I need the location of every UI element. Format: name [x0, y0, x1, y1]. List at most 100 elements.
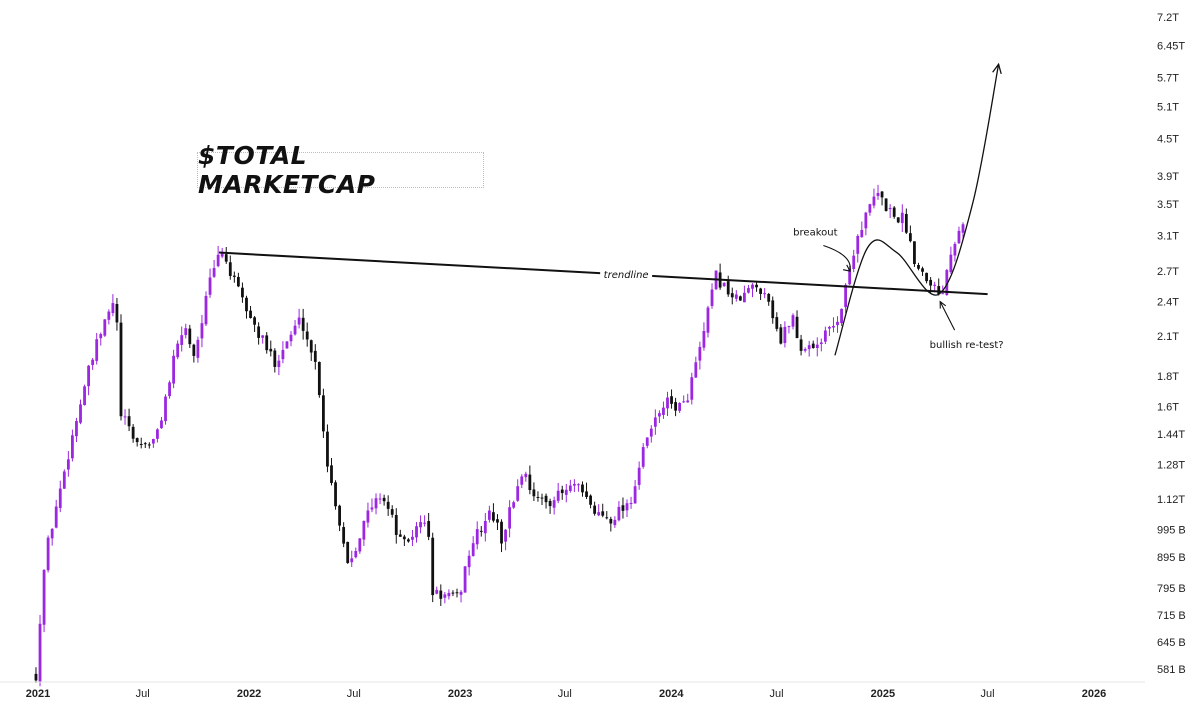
- candle-155: [662, 401, 665, 419]
- candle-178: [755, 282, 758, 292]
- candle-38: [188, 324, 192, 349]
- candle-body: [751, 284, 754, 289]
- y-tick-label: 1.8T: [1157, 371, 1179, 383]
- candle-body: [791, 315, 795, 327]
- x-tick-label: Jul: [136, 688, 150, 700]
- candle-body: [289, 334, 293, 342]
- candle-210: [884, 198, 888, 212]
- candle-body: [411, 536, 414, 540]
- candle-82: [366, 502, 370, 528]
- candle-2: [42, 569, 46, 633]
- candle-24: [131, 424, 135, 443]
- candle-45: [216, 245, 220, 268]
- candle-109: [475, 521, 479, 550]
- candle-153: [653, 409, 657, 435]
- candle-body: [868, 204, 872, 213]
- y-tick-label: 2.1T: [1157, 331, 1179, 343]
- x-tick-label: Jul: [769, 688, 783, 700]
- candle-body: [698, 346, 702, 361]
- candle-19: [111, 294, 115, 317]
- candle-140: [601, 503, 605, 518]
- candle-body: [508, 507, 512, 529]
- candle-body: [637, 467, 641, 485]
- candle-body: [390, 509, 394, 515]
- candle-53: [249, 306, 252, 319]
- candle-49: [232, 271, 236, 283]
- x-axis: 2021 Jul 2022 Jul 2023 Jul 2024 Jul 2025 Jul 2026: [0, 681, 1145, 700]
- candle-body: [407, 539, 410, 542]
- candle-body: [293, 325, 297, 335]
- candle-body: [419, 522, 422, 528]
- candle-body: [864, 212, 868, 229]
- candle-body: [755, 284, 758, 288]
- candle-14: [91, 357, 95, 370]
- candle-65: [297, 308, 301, 329]
- candle-184: [779, 324, 783, 345]
- candle-50: [236, 272, 240, 288]
- candle-body: [568, 485, 572, 491]
- candle-body: [34, 673, 38, 681]
- candle-body: [657, 413, 661, 417]
- candle-62: [285, 341, 289, 349]
- candle-218: [917, 262, 920, 271]
- candle-200: [844, 283, 848, 313]
- candle-162: [690, 372, 694, 405]
- candle-198: [836, 316, 839, 333]
- candle-body: [629, 503, 633, 505]
- candle-157: [670, 389, 673, 409]
- candle-137: [589, 494, 592, 509]
- candle-body: [107, 311, 111, 320]
- candle-92: [407, 538, 410, 543]
- candle-25: [135, 437, 139, 447]
- candle-170: [722, 282, 726, 287]
- candle-77: [346, 541, 350, 564]
- candle-body: [823, 330, 827, 342]
- candle-43: [208, 268, 212, 298]
- candle-body: [184, 328, 188, 336]
- candle-93: [411, 529, 414, 547]
- candle-body: [139, 444, 143, 446]
- candle-body: [455, 592, 459, 594]
- candle-body: [261, 335, 265, 338]
- candle-180: [763, 288, 767, 299]
- candle-117: [508, 500, 512, 538]
- candle-body: [686, 400, 690, 403]
- candle-body: [103, 319, 107, 336]
- y-tick-label: 895 B: [1157, 552, 1186, 564]
- candle-body: [536, 496, 540, 498]
- candle-223: [937, 278, 941, 296]
- candle-131: [564, 483, 568, 503]
- candle-body: [690, 377, 694, 400]
- candle-body: [597, 512, 601, 516]
- candle-20: [115, 297, 119, 331]
- candle-27: [143, 442, 147, 448]
- candle-body: [556, 490, 560, 501]
- candle-body: [75, 421, 78, 437]
- candle-body: [953, 243, 957, 256]
- candle-89: [394, 508, 398, 544]
- candle-4: [50, 527, 54, 546]
- candle-body: [888, 207, 892, 210]
- candle-148: [633, 480, 637, 504]
- candle-226: [949, 246, 953, 274]
- candle-body: [799, 339, 803, 351]
- candle-body: [180, 335, 184, 345]
- candle-body: [249, 310, 252, 319]
- candle-body: [273, 350, 277, 367]
- candlestick-series: [34, 184, 965, 687]
- candle-body: [884, 198, 888, 212]
- candle-207: [872, 188, 876, 209]
- candle-35: [176, 340, 180, 360]
- candle-85: [378, 493, 382, 505]
- candle-31: [160, 416, 163, 429]
- candle-177: [751, 283, 754, 298]
- candle-body: [617, 506, 621, 521]
- candle-body: [358, 538, 362, 552]
- x-tick-label: 2025: [871, 688, 895, 700]
- candle-body: [50, 528, 54, 539]
- candle-body: [896, 217, 900, 223]
- candle-body: [722, 282, 726, 287]
- candle-132: [568, 479, 572, 493]
- candle-body: [775, 317, 779, 329]
- y-tick-label: 2.7T: [1157, 266, 1179, 278]
